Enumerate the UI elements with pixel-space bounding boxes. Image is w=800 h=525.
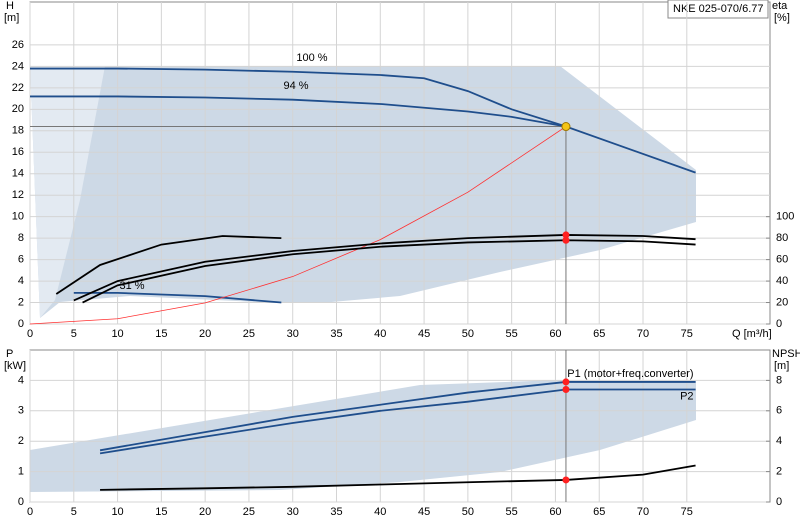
x-tick-label: 55 (506, 328, 518, 340)
x-tick-label: 35 (330, 506, 342, 518)
operating-area (30, 66, 696, 318)
operating-area-edge (30, 66, 105, 318)
x-tick-label: 40 (374, 328, 386, 340)
y-tick-label: 3 (18, 405, 24, 417)
y-tick-label: 2 (18, 296, 24, 308)
y-tick-label: 4 (18, 275, 24, 287)
y2-tick-label: 0 (776, 496, 782, 508)
y-axis-unit: [m] (4, 12, 19, 24)
y-tick-label: 0 (18, 496, 24, 508)
duty-point (562, 236, 570, 244)
x-tick-label: 5 (71, 328, 77, 340)
y-tick-label: 20 (12, 103, 24, 115)
x-tick-label: 65 (593, 328, 605, 340)
y-axis-label: P (6, 348, 13, 360)
x-tick-label: 5 (71, 506, 77, 518)
duty-point (562, 476, 570, 484)
y2-tick-label: 0 (776, 318, 782, 330)
x-tick-label: 25 (243, 328, 255, 340)
x-tick-label: 25 (243, 506, 255, 518)
x-tick-label: 20 (199, 328, 211, 340)
x-tick-label: 70 (637, 328, 649, 340)
y2-tick-label: 100 (776, 211, 794, 223)
operating-point (561, 122, 571, 132)
y-axis-label: H (6, 0, 14, 12)
series-line (29, 126, 567, 325)
series-line (55, 235, 282, 295)
x-tick-label: 10 (111, 328, 123, 340)
duty-point (562, 231, 570, 239)
y2-tick-label: 2 (776, 466, 782, 478)
y-tick-label: 0 (18, 318, 24, 330)
y2-axis-label: NPSH (772, 348, 800, 360)
y-tick-label: 1 (18, 466, 24, 478)
y-tick-label: 22 (12, 82, 24, 94)
x-tick-label: 50 (462, 328, 474, 340)
series-line (30, 67, 696, 174)
x-tick-label: 15 (155, 506, 167, 518)
tag-box (667, 0, 769, 19)
series-line (73, 234, 696, 302)
x-tick-label: 45 (418, 328, 430, 340)
x-tick-label: 20 (199, 506, 211, 518)
series-line (30, 95, 567, 128)
y2-tick-label: 20 (776, 296, 788, 308)
series-label: P1 (motor+freq.converter) (567, 368, 693, 380)
y2-axis-label: eta (772, 0, 788, 12)
y2-tick-label: 80 (776, 232, 788, 244)
y2-axis-unit: [%] (774, 12, 790, 24)
x-tick-label: 50 (462, 506, 474, 518)
series-label: P2 (680, 390, 693, 402)
x-tick-label: 30 (287, 328, 299, 340)
x-tick-label: 75 (681, 328, 693, 340)
y-tick-label: 6 (18, 254, 24, 266)
y-tick-label: 26 (12, 39, 24, 51)
y2-tick-label: 6 (776, 405, 782, 417)
curve-label: 94 % (283, 80, 308, 92)
curve-label: 31 % (119, 280, 144, 292)
series-line (82, 239, 696, 304)
x-tick-label: 0 (27, 328, 33, 340)
x-tick-label: 55 (506, 506, 518, 518)
y-tick-label: 8 (18, 232, 24, 244)
y-tick-label: 16 (12, 146, 24, 158)
x-tick-label: 10 (111, 506, 123, 518)
y-tick-label: 18 (12, 125, 24, 137)
y2-tick-label: 4 (776, 435, 782, 447)
y-tick-label: 24 (12, 60, 24, 72)
y-tick-label: 14 (12, 168, 24, 180)
x-tick-label: 0 (27, 506, 33, 518)
y2-tick-label: 40 (776, 275, 788, 287)
x-tick-label: 70 (637, 506, 649, 518)
x-tick-label: 65 (593, 506, 605, 518)
y-tick-label: 2 (18, 435, 24, 447)
x-tick-label: 40 (374, 506, 386, 518)
x-axis-label: Q [m³/h] (732, 328, 772, 340)
x-tick-label: 60 (549, 506, 561, 518)
y2-tick-label: 60 (776, 254, 788, 266)
x-tick-label: 60 (549, 328, 561, 340)
y-tick-label: 10 (12, 211, 24, 223)
duty-point (562, 386, 570, 394)
power-area (30, 380, 696, 492)
y-tick-label: 4 (18, 374, 24, 386)
y-tick-label: 12 (12, 189, 24, 201)
y2-tick-label: 8 (776, 374, 782, 386)
duty-point (562, 378, 570, 386)
x-tick-label: 75 (681, 506, 693, 518)
y-axis-unit: [kW] (4, 360, 26, 372)
curve-label: 100 % (296, 52, 327, 64)
x-tick-label: 15 (155, 328, 167, 340)
y2-axis-unit: [m] (774, 360, 789, 372)
x-tick-label: 30 (287, 506, 299, 518)
series-line (73, 291, 282, 304)
pump-tag: NKE 025-070/6.77 (673, 3, 764, 15)
x-tick-label: 35 (330, 328, 342, 340)
series-line (100, 464, 696, 491)
x-tick-label: 45 (418, 506, 430, 518)
